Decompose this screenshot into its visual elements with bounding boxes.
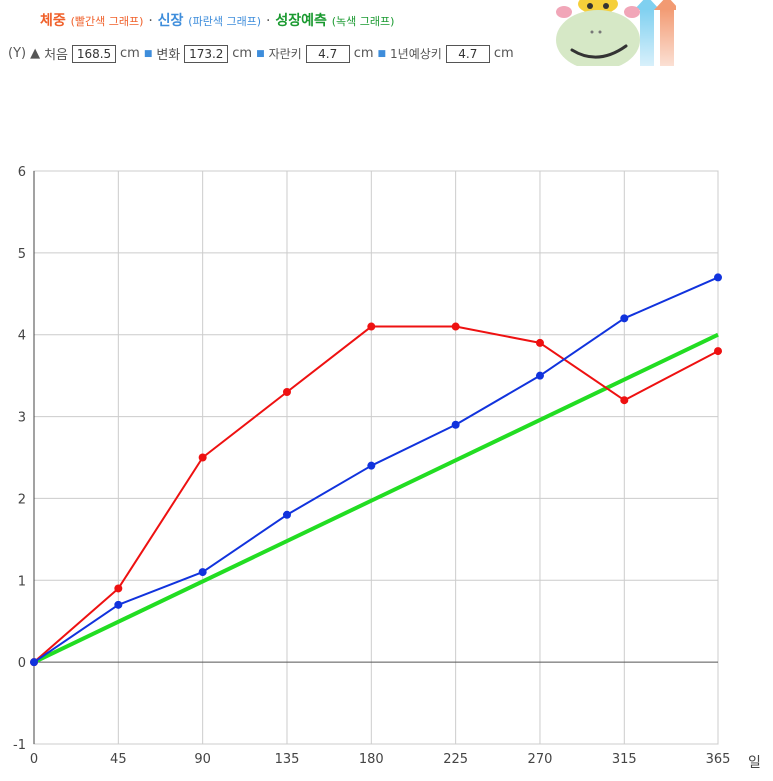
- x-axis-unit-label: 일: [748, 755, 761, 771]
- data-point: [282, 510, 291, 519]
- y-tick-label: 2: [18, 492, 26, 507]
- change-value-field[interactable]: 173.2: [184, 44, 229, 63]
- legend-separator: ·: [148, 13, 153, 29]
- bullet-icon: ■: [143, 48, 153, 59]
- data-point: [451, 420, 460, 429]
- data-point: [714, 273, 722, 282]
- start-unit: cm: [120, 46, 140, 61]
- change-unit: cm: [232, 46, 253, 61]
- height-legend-sub: (파란색 그래프): [188, 15, 262, 28]
- data-point: [30, 658, 38, 667]
- year-predict-label: 1년예상키: [390, 47, 442, 61]
- predict-legend-sub: (녹색 그래프): [331, 15, 395, 28]
- x-tick-label: 135: [275, 752, 300, 767]
- data-point: [714, 347, 722, 356]
- data-point: [282, 388, 291, 397]
- data-point: [367, 461, 376, 470]
- x-tick-label: 270: [528, 752, 553, 767]
- weight-legend-label: 체중: [40, 13, 66, 29]
- data-point: [620, 396, 629, 405]
- data-point: [535, 371, 544, 380]
- data-point: [198, 453, 207, 462]
- y-axis-label: (Y): [8, 46, 27, 61]
- y-tick-label: 4: [18, 329, 26, 344]
- start-value-field[interactable]: 168.5: [72, 44, 117, 63]
- bullet-icon: ■: [256, 48, 265, 59]
- x-tick-label: 180: [359, 752, 384, 767]
- data-point: [198, 568, 207, 577]
- x-tick-label: 0: [30, 752, 38, 767]
- legend-separator: ·: [265, 13, 271, 29]
- change-label: 변화: [156, 48, 181, 63]
- y-tick-label: 3: [18, 411, 26, 426]
- year-predict-unit: cm: [493, 46, 514, 61]
- data-point: [620, 314, 629, 323]
- data-point: [367, 322, 376, 331]
- series-line: [33, 332, 719, 664]
- legend-title: 체중 (빨간색 그래프) · 신장 (파란색 그래프) · 성장예측 (녹색 그…: [40, 10, 394, 30]
- mascot-illustration: [556, 0, 676, 66]
- value-inputs-row: (Y) ▲ 처음 168.5 cm ■ 변화 173.2 cm ■ 자란키 4.…: [8, 44, 514, 63]
- y-tick-label: 6: [18, 165, 26, 180]
- y-tick-label: 0: [18, 656, 26, 671]
- data-point: [535, 338, 544, 347]
- x-tick-label: 225: [443, 752, 468, 767]
- y-tick-label: 1: [18, 574, 26, 589]
- year-predict-value-field[interactable]: 4.7: [445, 44, 490, 63]
- x-tick-label: 45: [110, 752, 127, 767]
- y-tick-label: 5: [18, 247, 26, 262]
- x-tick-label: 90: [194, 752, 211, 767]
- predict-legend-label: 성장예측: [275, 13, 327, 29]
- data-point: [114, 600, 123, 609]
- x-tick-label: 365: [706, 752, 731, 767]
- start-label: 처음: [44, 48, 69, 63]
- weight-legend-sub: (빨간색 그래프): [70, 15, 144, 28]
- height-legend-label: 신장: [157, 13, 184, 29]
- x-tick-label: 315: [612, 752, 637, 767]
- grown-unit: cm: [353, 46, 374, 61]
- data-point: [451, 322, 460, 331]
- bullet-icon: ■: [377, 48, 387, 59]
- grown-label: 자란키: [268, 47, 302, 61]
- data-point: [114, 584, 123, 593]
- plot-area: [33, 170, 719, 745]
- y-tick-label: -1: [13, 738, 26, 753]
- tree-icon: ▲: [30, 46, 41, 61]
- grown-value-field[interactable]: 4.7: [305, 44, 350, 63]
